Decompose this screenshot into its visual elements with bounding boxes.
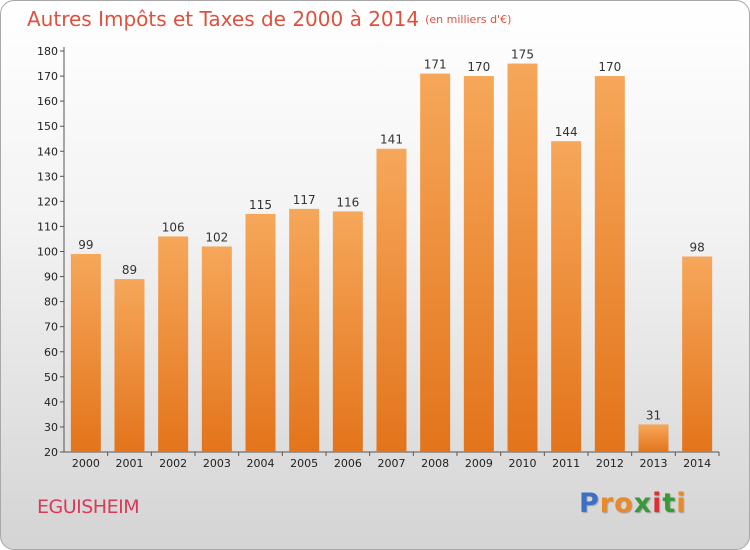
y-tick-label: 30 (44, 421, 58, 434)
bar (245, 213, 276, 452)
y-tick-label: 150 (37, 120, 58, 133)
proxiti-logo: Proxiti (579, 488, 687, 519)
bar-value-label: 106 (162, 220, 185, 234)
y-tick-label: 100 (37, 246, 58, 259)
bar (507, 63, 538, 452)
bar-value-label: 31 (646, 408, 661, 422)
x-tick-label: 2014 (683, 457, 711, 470)
bar-value-label: 115 (249, 198, 272, 212)
x-tick-label: 2003 (203, 457, 231, 470)
y-tick-label: 70 (44, 321, 58, 334)
y-tick-label: 40 (44, 396, 58, 409)
bar-value-label: 175 (511, 48, 534, 62)
y-tick-label: 180 (37, 45, 58, 58)
logo-letter: t (662, 488, 677, 519)
bar (201, 246, 232, 452)
y-tick-label: 90 (44, 271, 58, 284)
bar (114, 279, 145, 452)
logo-letter: r (599, 488, 615, 519)
bar (332, 211, 363, 452)
bar-value-label: 102 (205, 230, 228, 244)
bar (420, 73, 451, 453)
logo-letter: i (652, 488, 663, 519)
bar-value-label: 170 (467, 60, 490, 74)
y-tick-label: 120 (37, 195, 58, 208)
bar (158, 236, 189, 452)
bar-value-label: 171 (424, 58, 447, 72)
chart-title-unit: (en milliers d'€) (425, 13, 512, 26)
bar (551, 141, 582, 452)
bar-value-label: 89 (122, 263, 137, 277)
location-name: EGUISHEIM (37, 496, 140, 518)
x-tick-label: 2006 (334, 457, 362, 470)
bar-value-label: 141 (380, 133, 403, 147)
y-tick-label: 50 (44, 371, 58, 384)
x-tick-label: 2005 (290, 457, 318, 470)
x-tick-label: 2004 (247, 457, 275, 470)
y-tick-label: 80 (44, 296, 58, 309)
chart-title-text: Autres Impôts et Taxes de 2000 à 2014 (27, 7, 420, 31)
bar-value-label: 170 (598, 60, 621, 74)
x-tick-label: 2000 (72, 457, 100, 470)
bar (682, 256, 713, 452)
x-tick-label: 2013 (640, 457, 668, 470)
logo-letter: x (633, 488, 653, 519)
bar-value-label: 99 (78, 238, 93, 252)
x-tick-label: 2010 (509, 457, 537, 470)
chart-title: Autres Impôts et Taxes de 2000 à 2014 (en… (27, 7, 511, 31)
y-tick-label: 160 (37, 95, 58, 108)
y-tick-label: 140 (37, 145, 58, 158)
y-tick-label: 170 (37, 70, 58, 83)
bar-value-label: 144 (555, 125, 578, 139)
bar (70, 254, 101, 452)
logo-letter: i (676, 488, 687, 519)
x-tick-label: 2008 (421, 457, 449, 470)
bar (594, 76, 625, 452)
logo-letter: o (614, 488, 634, 519)
x-tick-label: 2011 (552, 457, 580, 470)
x-tick-label: 2009 (465, 457, 493, 470)
x-tick-label: 2002 (159, 457, 187, 470)
y-tick-label: 110 (37, 220, 58, 233)
bar-value-label: 116 (336, 195, 359, 209)
bar (463, 76, 494, 452)
x-tick-label: 2012 (596, 457, 624, 470)
bar-value-label: 117 (293, 193, 316, 207)
logo-letter: P (579, 488, 600, 519)
bar-value-label: 98 (690, 241, 705, 255)
bar (289, 208, 320, 452)
bar (376, 148, 407, 452)
y-tick-label: 60 (44, 346, 58, 359)
x-tick-label: 2007 (378, 457, 406, 470)
bar (638, 424, 669, 452)
x-tick-label: 2001 (116, 457, 144, 470)
y-tick-label: 20 (44, 446, 58, 459)
y-tick-label: 130 (37, 170, 58, 183)
